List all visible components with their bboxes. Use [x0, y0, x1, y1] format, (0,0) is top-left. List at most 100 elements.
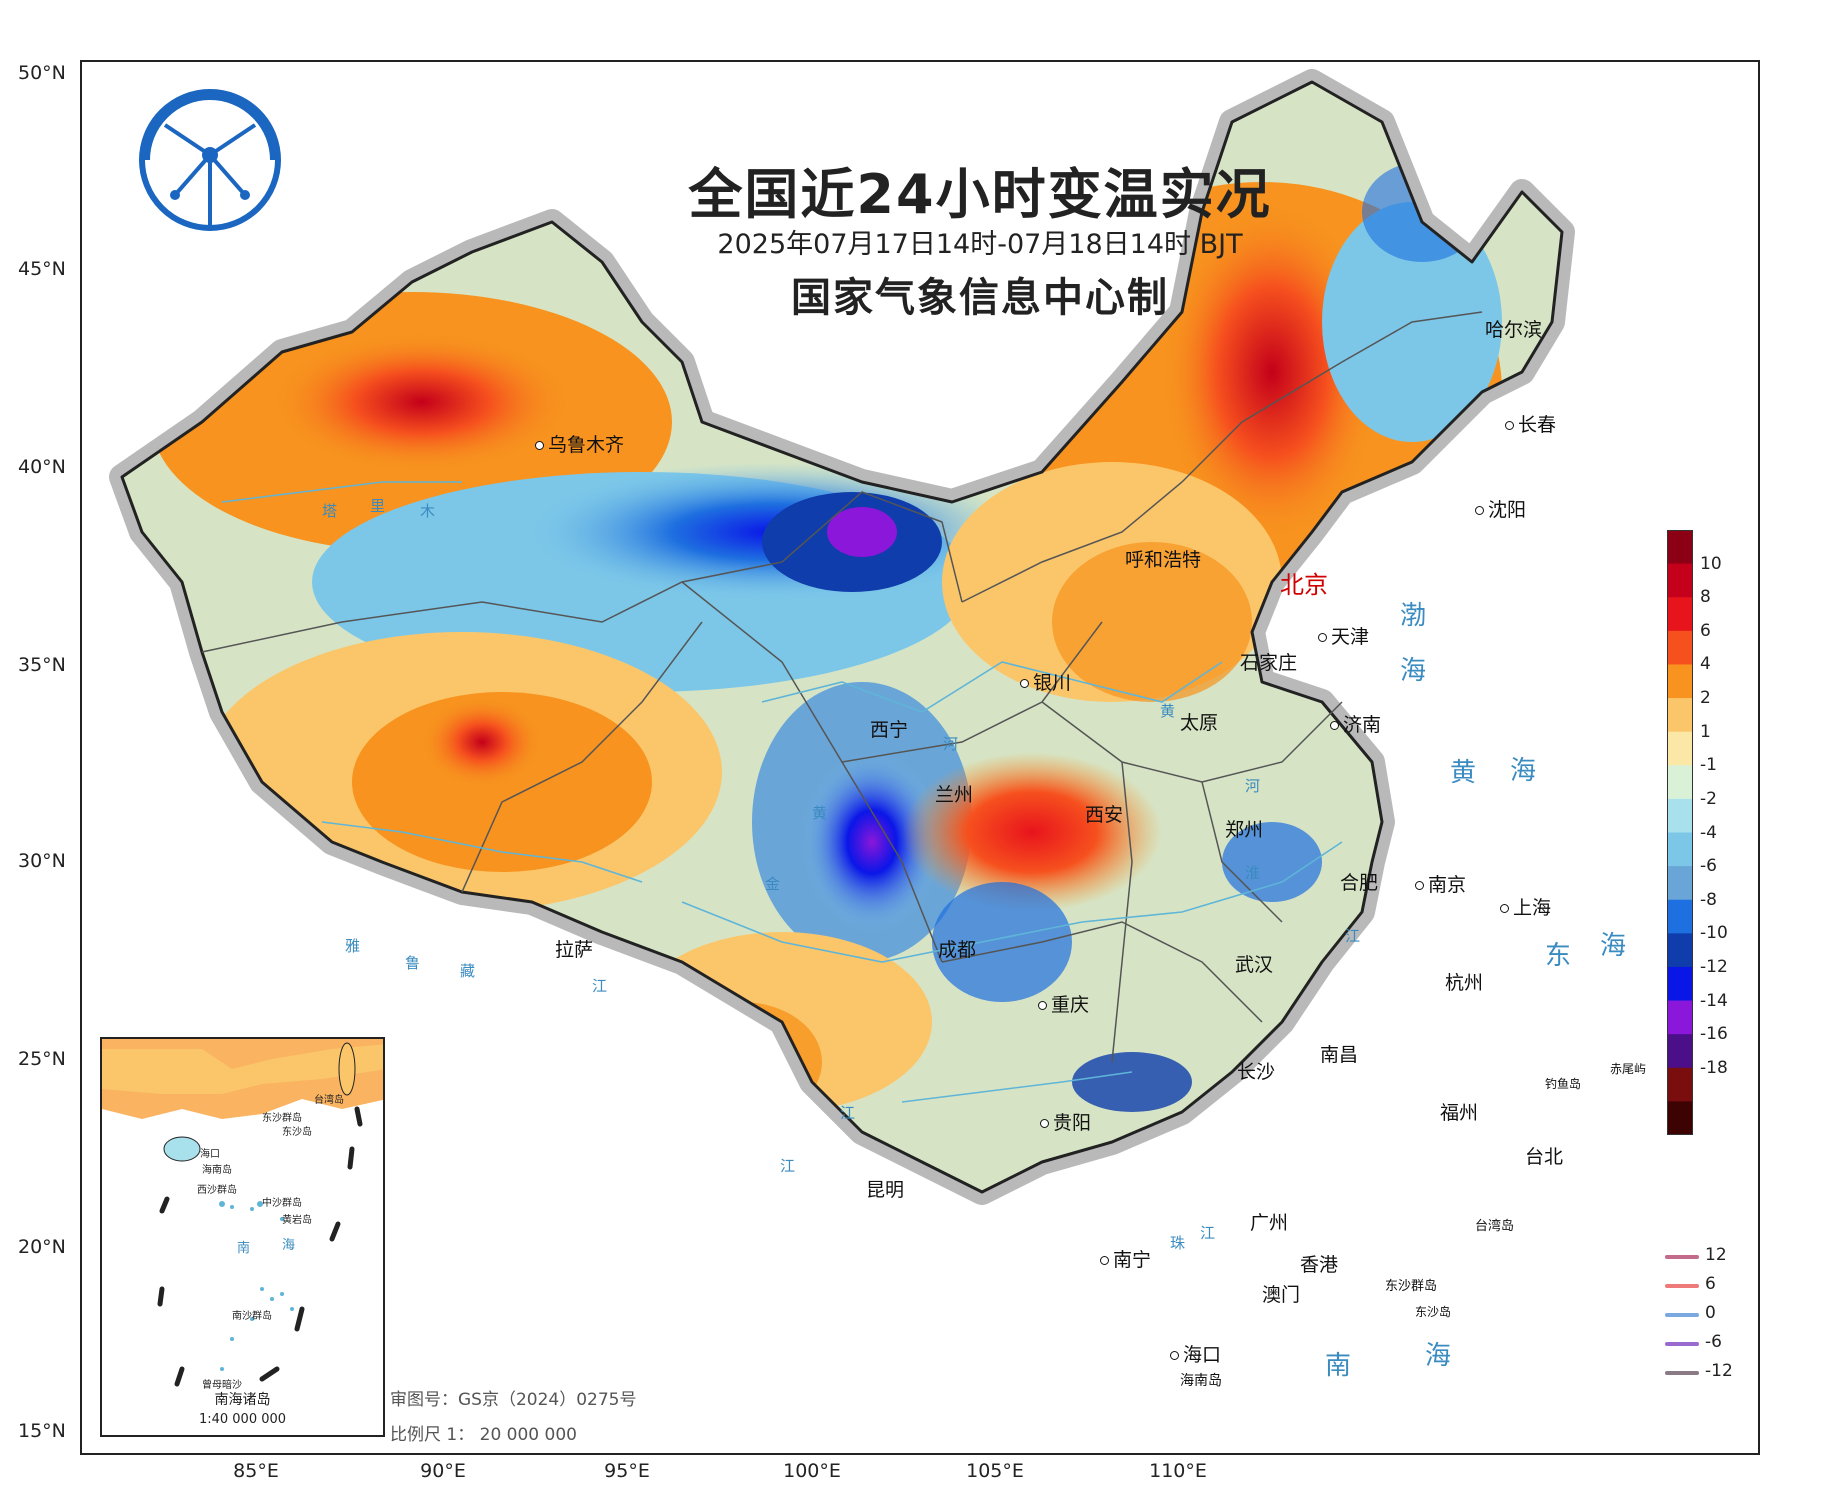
river-label-ta: 塔 — [322, 502, 338, 520]
sea-yellow-2: 海 — [1510, 756, 1557, 786]
legend-swatch — [1667, 698, 1693, 733]
legend-swatch — [1667, 866, 1693, 901]
river-label-jin: 金 — [765, 875, 781, 893]
lon-label-85: 85°E — [233, 1460, 279, 1482]
island-chiwei: 赤尾屿 — [1610, 1062, 1647, 1076]
legend-tick: -14 — [1700, 990, 1728, 1011]
city-kunming: 昆明 — [866, 1179, 905, 1201]
sea-bo-2: 海 — [1400, 656, 1447, 686]
map-title: 全国近24小时变温实况 — [688, 163, 1272, 226]
inset-sea-nan: 南 — [237, 1241, 251, 1256]
city-macau: 澳门 — [1262, 1284, 1301, 1306]
legend-tick: -16 — [1700, 1024, 1728, 1045]
contour-line-6 — [1665, 1284, 1699, 1288]
lat-label-15: 15°N — [18, 1420, 66, 1442]
city-shenyang: 沈阳 — [1475, 495, 1526, 522]
contour-line-minus12 — [1665, 1371, 1699, 1375]
city-hongkong: 香港 — [1300, 1254, 1339, 1276]
island-hainan: 海南岛 — [1180, 1373, 1222, 1389]
legend-swatch — [1667, 597, 1693, 632]
city-guangzhou: 广州 — [1250, 1212, 1289, 1234]
lat-label-50: 50°N — [18, 62, 66, 84]
lon-label-90: 90°E — [420, 1460, 466, 1482]
city-yinchuan: 银川 — [1020, 668, 1071, 695]
lat-label-20: 20°N — [18, 1236, 66, 1258]
river-label-zang: 藏 — [460, 962, 476, 980]
legend-tick: 4 — [1700, 654, 1711, 675]
legend-swatch — [1667, 1101, 1693, 1135]
sea-bo-1: 渤 — [1400, 601, 1447, 631]
river-label-mu: 木 — [420, 502, 436, 520]
contour-value-minus12: -12 — [1705, 1361, 1733, 1381]
river-label-jiang-4: 江 — [780, 1157, 796, 1175]
river-label-huang-2: 黄 — [1160, 702, 1176, 720]
lat-label-35: 35°N — [18, 654, 66, 676]
temperature-change-map — [109, 69, 1575, 1205]
legend-tick: -12 — [1700, 956, 1728, 977]
legend-swatch — [1667, 933, 1693, 968]
river-label-huai: 淮 — [1245, 864, 1261, 882]
map-subtitle: 2025年07月17日14时-07月18日14时 BJT — [717, 229, 1243, 260]
legend-tick: -8 — [1700, 889, 1717, 910]
legend-tick: 1 — [1700, 721, 1711, 742]
legend-swatch — [1667, 832, 1693, 867]
river-label-ya: 雅 — [345, 937, 361, 955]
city-taipei: 台北 — [1525, 1146, 1564, 1168]
province-borders — [201, 311, 1483, 1063]
inset-label-zhongsha: 中沙群岛 — [262, 1198, 302, 1209]
river-label-he-2: 河 — [1245, 777, 1261, 795]
inset-scale: 1:40 000 000 — [198, 1412, 287, 1427]
lat-label-45: 45°N — [18, 258, 66, 280]
south-china-sea-inset: 台湾岛 东沙群岛 东沙岛 海口 海南岛 西沙群岛 中沙群岛 黄岩岛 南 海 南沙… — [100, 1037, 385, 1437]
contour-value-minus6: -6 — [1705, 1332, 1722, 1352]
lat-label-25: 25°N — [18, 1048, 66, 1070]
city-changchun: 长春 — [1505, 410, 1556, 437]
river-label-huang-1: 黄 — [812, 804, 828, 822]
legend-swatch — [1667, 530, 1693, 565]
contour-line-minus6 — [1665, 1342, 1699, 1346]
city-nanjing: 南京 — [1415, 870, 1466, 897]
legend-swatch — [1667, 765, 1693, 800]
inset-label-hainan: 海南岛 — [202, 1165, 232, 1176]
map-maker: 国家气象信息中心制 — [791, 275, 1169, 321]
city-chengdu: 成都 — [938, 939, 977, 961]
city-hefei: 合肥 — [1340, 872, 1379, 894]
inset-label-zengmu: 曾母暗沙 — [202, 1380, 242, 1391]
legend-tick: -2 — [1700, 788, 1717, 809]
legend-swatch — [1667, 563, 1693, 598]
inset-map — [102, 1039, 383, 1387]
legend-tick: 6 — [1700, 620, 1711, 641]
city-lhasa: 拉萨 — [555, 939, 594, 961]
legend-swatch — [1667, 798, 1693, 833]
island-dongsha-group: 东沙群岛 — [1385, 1279, 1438, 1294]
map-scale: 比例尺 1： 20 000 000 — [390, 1425, 577, 1445]
river-label-zhu: 珠 — [1170, 1234, 1186, 1252]
city-jinan: 济南 — [1330, 710, 1381, 737]
legend-tick: -4 — [1700, 822, 1717, 843]
map-frame — [80, 60, 1760, 1455]
sea-south-2: 海 — [1425, 1341, 1472, 1371]
island-dongsha: 东沙岛 — [1415, 1305, 1452, 1319]
city-lanzhou: 兰州 — [935, 784, 974, 806]
legend-swatch — [1667, 899, 1693, 934]
city-harbin: 哈尔滨 — [1485, 319, 1543, 341]
sea-east-1: 东 — [1545, 941, 1592, 971]
city-taiyuan: 太原 — [1180, 712, 1219, 734]
lon-label-95: 95°E — [604, 1460, 650, 1482]
city-shijiazhuang: 石家庄 — [1240, 652, 1298, 674]
island-taiwan: 台湾岛 — [1475, 1219, 1515, 1234]
inset-label-nansha: 南沙群岛 — [232, 1311, 272, 1322]
legend-swatch — [1667, 1000, 1693, 1035]
city-nanning: 南宁 — [1100, 1245, 1151, 1272]
legend-swatch — [1667, 966, 1693, 1002]
sea-yellow-1: 黄 — [1450, 758, 1497, 788]
city-tianjin: 天津 — [1318, 622, 1369, 649]
legend-swatch — [1667, 664, 1693, 699]
contour-line-12 — [1665, 1255, 1699, 1259]
city-xian: 西安 — [1085, 804, 1124, 826]
lon-label-100: 100°E — [783, 1460, 841, 1482]
legend-swatch — [1667, 630, 1693, 665]
city-beijing: 北京 — [1280, 571, 1328, 599]
color-legend-bar — [1667, 530, 1693, 1135]
river-label-jiang-1: 江 — [592, 977, 608, 995]
